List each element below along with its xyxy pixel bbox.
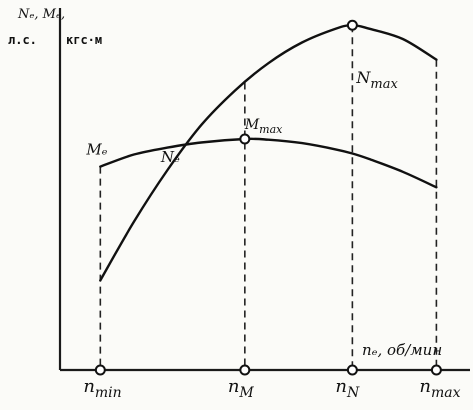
markers	[94, 19, 442, 376]
tick-marker-nM	[239, 364, 251, 376]
annotation-Nmax: Nmax	[355, 68, 398, 92]
peak-marker-Mmax	[239, 133, 251, 145]
power-curve	[99, 23, 438, 282]
y-axis-label: Nₑ, Mₑ,	[17, 7, 65, 22]
series-label-torque: Mₑ	[85, 141, 107, 159]
tick-label-nmin: nmin	[83, 376, 121, 401]
tick-label-nN: nN	[335, 376, 360, 401]
torque-curve	[99, 137, 438, 189]
dashed-guides	[99, 25, 438, 370]
tick-labels: nmin nM nN nmax	[83, 376, 460, 401]
y-axis-unit-hp: л.с.	[8, 33, 37, 47]
peak-marker-Nmax	[346, 19, 358, 31]
tick-marker-nmin	[94, 364, 106, 376]
series-labels: Nmax Mmax Nₑ Mₑ	[85, 68, 398, 166]
tick-label-nM: nM	[228, 376, 255, 401]
tick-label-nmax: nmax	[419, 376, 460, 401]
tick-marker-nmax	[430, 364, 442, 376]
curves	[99, 23, 438, 282]
tick-marker-nN	[346, 364, 358, 376]
x-axis-label: nₑ, об/мин	[362, 341, 442, 359]
y-axis-unit-kgfm: кгс·м	[66, 33, 102, 47]
annotation-Mmax: Mmax	[244, 117, 283, 136]
series-label-power: Nₑ	[160, 148, 180, 166]
